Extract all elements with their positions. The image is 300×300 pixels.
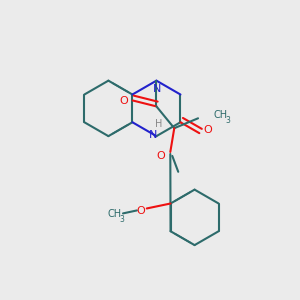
Text: CH: CH [107, 209, 121, 219]
Text: N: N [153, 84, 162, 94]
Text: H: H [155, 119, 162, 129]
Text: 3: 3 [226, 116, 231, 125]
Text: CH: CH [214, 110, 228, 120]
Text: O: O [156, 151, 165, 161]
Text: 3: 3 [119, 215, 124, 224]
Text: N: N [149, 130, 158, 140]
Text: O: O [136, 206, 145, 216]
Text: O: O [203, 125, 212, 135]
Text: O: O [119, 97, 128, 106]
